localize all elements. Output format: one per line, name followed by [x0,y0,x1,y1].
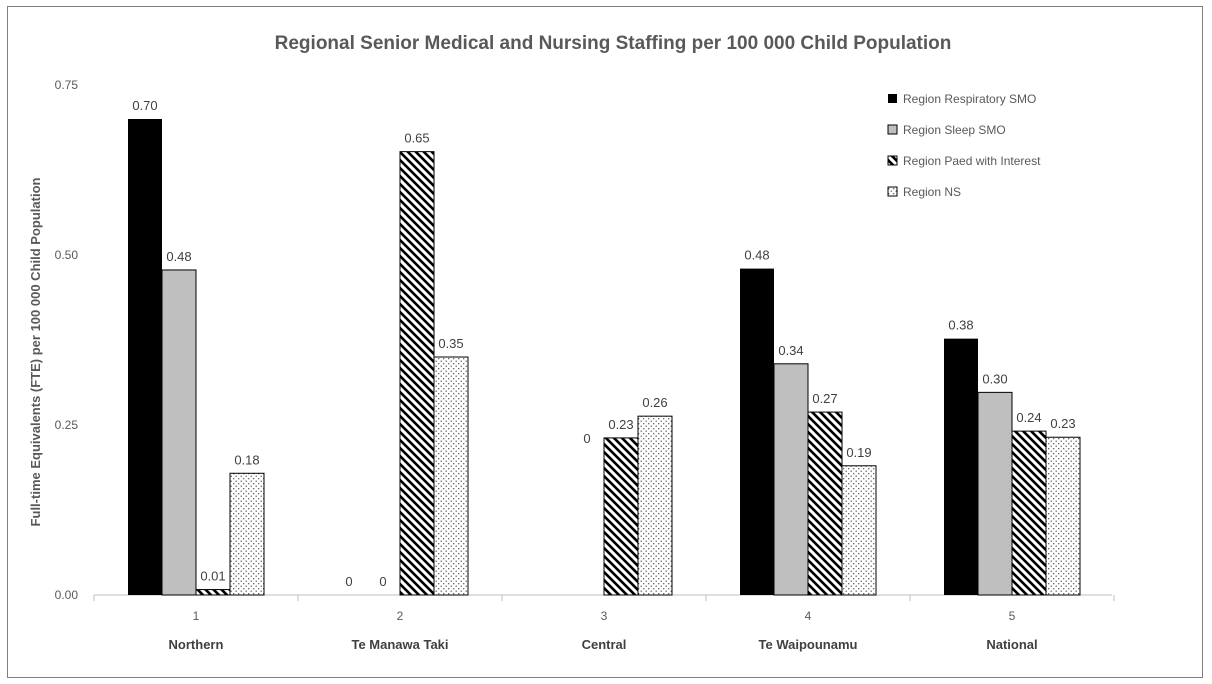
data-label: 0.65 [404,131,429,146]
data-label: 0.30 [982,371,1007,386]
chart-title: Regional Senior Medical and Nursing Staf… [275,33,952,54]
data-label: 0.01 [200,569,225,584]
bar [229,472,265,596]
y-ticks: 0.00 0.25 0.50 0.75 [55,78,79,602]
category-name: Te Manawa Taki [351,637,448,652]
bar [399,151,435,596]
bar [773,363,809,596]
x-tick-label: 4 [805,609,812,623]
data-label: 0.27 [812,391,837,406]
bar [637,415,673,596]
legend-swatch [887,186,898,197]
y-tick-label: 0.50 [55,248,79,262]
category-name: National [986,637,1037,652]
bar [977,391,1013,596]
legend-label: Region Respiratory SMO [903,92,1036,106]
data-label: 0.19 [846,445,871,460]
data-label: 0 [379,574,386,589]
bar [128,119,162,595]
data-label: 0.48 [166,249,191,264]
legend-swatch [887,124,898,135]
data-labels: 0.70 0.48 0.01 0.18 0 0 0.65 0.35 0 0.23 0.26 0.48 0… [132,98,1075,589]
x-ticks: 1 Northern 2 Te Manawa Taki 3 Central 4 Te Waip… [93,595,1115,652]
bar [841,465,877,596]
bar [1011,430,1047,596]
bar [603,437,639,596]
legend-label: Region Sleep SMO [903,123,1006,137]
data-label: 0.38 [948,318,973,333]
x-tick-label: 1 [193,609,200,623]
data-label: 0 [583,431,590,446]
data-label: 0.35 [438,336,463,351]
legend-swatch [888,94,897,103]
legend-label: Region Paed with Interest [903,154,1041,168]
data-label: 0.23 [608,417,633,432]
bar [1045,436,1081,596]
bar [944,338,978,595]
bar [807,411,843,596]
category-name: Central [582,637,627,652]
category-name: Northern [169,637,224,652]
bar [195,589,231,596]
legend-label: Region NS [903,185,961,199]
data-label: 0.18 [234,452,259,467]
category-name: Te Waipounamu [759,637,858,652]
bar [740,268,774,595]
data-label: 0.70 [132,98,157,113]
bar [433,356,469,596]
data-label: 0.34 [778,343,803,358]
x-tick-label: 3 [601,609,608,623]
data-label: 0.24 [1016,410,1041,425]
data-label: 0.48 [744,248,769,263]
legend: Region Respiratory SMO Region Sleep SMO Re… [887,92,1041,199]
legend-swatch [887,155,898,166]
y-tick-label: 0.25 [55,418,79,432]
bar [161,269,197,596]
x-tick-label: 5 [1009,609,1016,623]
y-axis-label: Full-time Equivalents (FTE) per 100 000 … [28,178,43,527]
data-label: 0 [345,574,352,589]
y-tick-label: 0.75 [55,78,79,92]
x-tick-label: 2 [397,609,404,623]
data-label: 0.26 [642,395,667,410]
data-label: 0.23 [1050,416,1075,431]
y-tick-label: 0.00 [55,588,79,602]
bars [128,119,1081,596]
